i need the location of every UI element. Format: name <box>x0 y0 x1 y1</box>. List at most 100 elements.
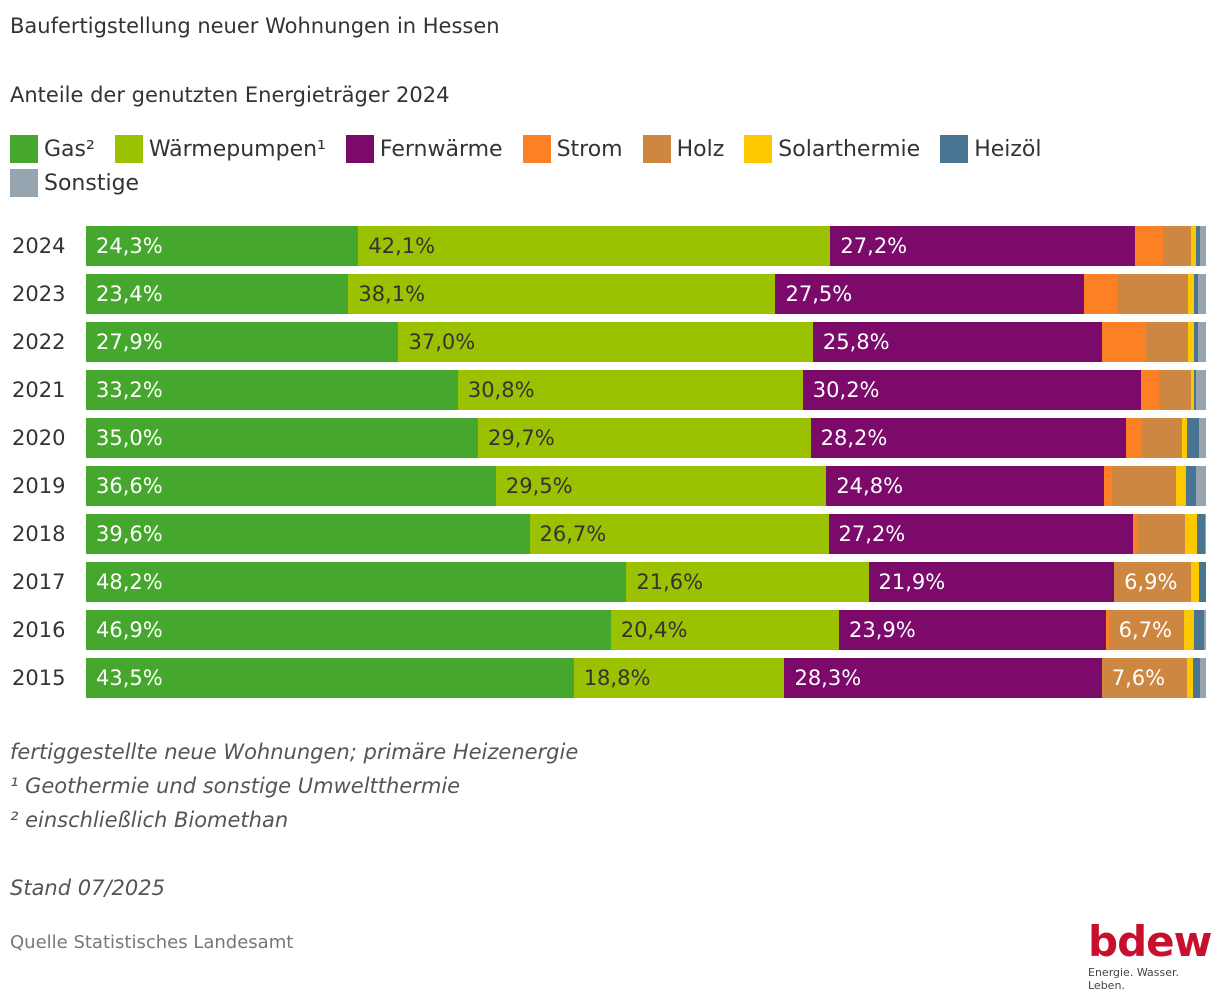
legend-item: Fernwärme <box>345 134 503 164</box>
bar-segment <box>86 274 349 314</box>
data-label: 46,9% <box>96 618 163 642</box>
category-label: 2018 <box>12 522 66 546</box>
category-label: 2016 <box>12 618 66 642</box>
bar-segment <box>1198 322 1206 362</box>
data-label: 48,2% <box>96 570 163 594</box>
category-label: 2020 <box>12 426 66 450</box>
stacked-bar-plot: 24,3% 42,1% 27,2% 23,4% 38,1% 27,5% 27,9% 37,0%… <box>86 226 1208 698</box>
data-label: 28,2% <box>820 426 888 450</box>
bar-segment <box>1126 418 1143 458</box>
category-label: 2021 <box>12 378 66 402</box>
bar-segment <box>1185 466 1196 506</box>
bar-segment <box>86 466 496 506</box>
bar-segment <box>1106 610 1109 650</box>
bar-segment <box>86 514 530 554</box>
legend-item: Strom <box>522 134 623 164</box>
bar-segment <box>1191 562 1200 602</box>
legend-swatch <box>744 135 773 163</box>
legend-swatch <box>345 135 374 163</box>
bar-segment <box>1191 226 1196 266</box>
bar-segment <box>86 226 359 266</box>
bar-segment <box>1199 562 1206 602</box>
bar-segment <box>86 322 399 362</box>
bar-segment <box>1191 370 1194 410</box>
footnote-2: ² einschließlich Biomethan <box>10 808 289 832</box>
bar-segment <box>1183 610 1194 650</box>
bar-segment <box>358 226 831 266</box>
legend-swatch <box>10 169 38 197</box>
bar-segment <box>826 466 1105 506</box>
bar-segment <box>828 514 1134 554</box>
bar-segment <box>830 226 1136 266</box>
data-label: 21,6% <box>636 570 704 594</box>
data-label: 6,7% <box>1118 618 1173 642</box>
data-label: 28,3% <box>794 666 862 690</box>
bar-segment <box>1193 274 1199 314</box>
bar-segment <box>1145 322 1189 362</box>
bar-segment <box>1142 418 1183 458</box>
bar-segment <box>1175 466 1186 506</box>
legend-item: Solarthermie <box>744 134 920 164</box>
data-label: 37,0% <box>408 330 476 354</box>
data-label: 23,4% <box>96 282 163 306</box>
legend-item: Sonstige <box>10 168 139 198</box>
bar-segment <box>812 322 1102 362</box>
bar-segment <box>810 418 1127 458</box>
bar-segment <box>1108 610 1184 650</box>
data-label: 6,9% <box>1124 570 1178 594</box>
bar-segment <box>1188 274 1194 314</box>
category-label: 2015 <box>12 666 66 690</box>
bar-segment <box>573 658 785 698</box>
data-label: 36,6% <box>96 474 163 498</box>
bar-segment <box>610 610 839 650</box>
data-label: 30,2% <box>812 378 880 402</box>
data-label: 24,3% <box>96 234 163 258</box>
bar-segment <box>1193 370 1196 410</box>
bar-segment <box>1114 562 1192 602</box>
legend-label: Sonstige <box>44 170 140 196</box>
bar-segment <box>1188 322 1194 362</box>
bar-segment <box>1186 658 1193 698</box>
legend-swatch <box>940 135 969 163</box>
bar-segment <box>1203 610 1206 650</box>
legend-swatch <box>522 135 551 163</box>
bar-segment <box>1199 418 1206 458</box>
data-label: 42,1% <box>368 234 436 258</box>
data-label: 29,7% <box>488 426 555 450</box>
chart-title: Baufertigstellung neuer Wohnungen in Hes… <box>10 14 500 38</box>
data-label: 27,2% <box>840 234 908 258</box>
bar-segment <box>1198 274 1206 314</box>
legend-swatch <box>114 135 143 163</box>
bar-segment <box>1200 226 1206 266</box>
bar-segment <box>1133 514 1137 554</box>
bar-segment <box>1182 418 1187 458</box>
bar-segment <box>1195 370 1206 410</box>
chart-subtitle: Anteile der genutzten Energieträger 2024 <box>10 83 450 107</box>
bar-segment <box>1204 514 1206 554</box>
bar-segment <box>1135 226 1164 266</box>
category-label: 2019 <box>12 474 66 498</box>
category-label: 2017 <box>12 570 66 594</box>
bar-segment <box>348 274 776 314</box>
legend-label: Holz <box>676 136 725 162</box>
bar-segment <box>1195 466 1206 506</box>
bar-segment <box>1184 514 1198 554</box>
bar-segment <box>1141 370 1159 410</box>
bar-segment <box>784 658 1102 698</box>
data-label: 27,5% <box>785 282 853 306</box>
bar-segment <box>86 562 627 602</box>
bar-segment <box>86 658 574 698</box>
data-label: 30,8% <box>467 378 535 402</box>
category-label: 2023 <box>12 282 66 306</box>
legend-item: Wärmepumpen¹ <box>114 134 326 164</box>
data-label: 7,6% <box>1111 666 1166 690</box>
chart-note: fertiggestellte neue Wohnungen; primäre … <box>10 740 579 764</box>
category-label: 2022 <box>12 330 66 354</box>
bar-segment <box>1195 226 1201 266</box>
bar-segment <box>868 562 1115 602</box>
legend-item: Heizöl <box>940 134 1042 164</box>
data-label: 18,8% <box>583 666 651 690</box>
bar-segment <box>839 610 1107 650</box>
data-label: 23,9% <box>849 618 916 642</box>
bar-segment <box>1104 466 1112 506</box>
